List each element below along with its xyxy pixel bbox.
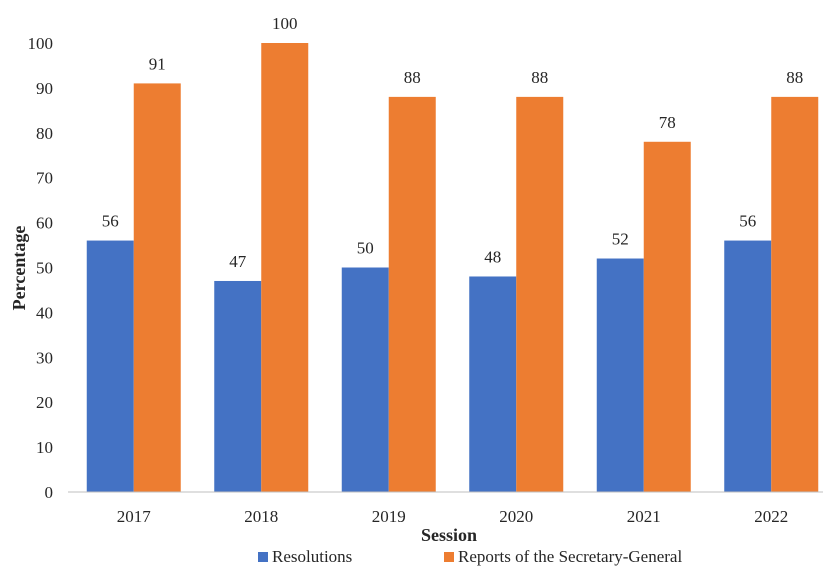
data-label: 52: [612, 230, 629, 249]
bar-reports-2021: [643, 141, 691, 492]
y-axis-ticks: 0 10 20 30 40 50 60 70 80 90 100: [28, 34, 54, 502]
bar-reports-2022: [771, 96, 819, 492]
bar-resolutions-2022: [724, 240, 772, 492]
y-tick-label: 40: [36, 303, 53, 322]
data-label: 56: [102, 212, 119, 231]
y-tick-label: 30: [36, 348, 53, 367]
bar-resolutions-2020: [469, 276, 517, 492]
bar-reports-2019: [388, 96, 436, 492]
data-label: 50: [357, 239, 374, 258]
legend-label: Resolutions: [272, 547, 352, 566]
y-tick-label: 100: [28, 34, 54, 53]
bar-reports-2020: [516, 96, 564, 492]
x-tick-label: 2021: [627, 507, 661, 526]
legend-swatch: [444, 552, 454, 562]
y-tick-label: 0: [45, 483, 54, 502]
x-tick-label: 2022: [754, 507, 788, 526]
x-tick-label: 2019: [372, 507, 406, 526]
x-tick-label: 2018: [244, 507, 278, 526]
y-tick-label: 60: [36, 214, 53, 233]
y-axis-label: Percentage: [9, 226, 29, 311]
y-tick-label: 80: [36, 124, 53, 143]
data-label: 88: [404, 68, 421, 87]
bar-resolutions-2017: [86, 240, 134, 492]
legend-swatch: [258, 552, 268, 562]
data-label: 47: [229, 252, 247, 271]
y-tick-label: 50: [36, 259, 53, 278]
data-label: 56: [739, 212, 756, 231]
bar-resolutions-2018: [214, 280, 262, 492]
x-axis-ticks: 2017 2018 2019 2020 2021 2022: [117, 507, 789, 526]
data-label: 88: [531, 68, 548, 87]
x-tick-label: 2017: [117, 507, 152, 526]
data-label: 48: [484, 247, 501, 266]
bars: [86, 43, 819, 492]
bar-resolutions-2019: [341, 267, 389, 492]
legend-label: Reports of the Secretary-General: [458, 547, 682, 566]
data-labels: 56 91 47 100 50 88 48 88 52 78 56 88: [102, 14, 804, 271]
x-tick-label: 2020: [499, 507, 533, 526]
bar-reports-2018: [261, 43, 309, 492]
y-tick-label: 70: [36, 169, 53, 188]
data-label: 78: [659, 113, 676, 132]
data-label: 100: [272, 14, 298, 33]
y-tick-label: 90: [36, 79, 53, 98]
legend: Resolutions Reports of the Secretary-Gene…: [258, 547, 682, 566]
bar-reports-2017: [133, 83, 181, 492]
y-tick-label: 20: [36, 393, 53, 412]
data-label: 88: [786, 68, 803, 87]
y-tick-label: 10: [36, 438, 53, 457]
data-label: 91: [149, 54, 166, 73]
x-axis-label: Session: [421, 525, 477, 545]
bar-resolutions-2021: [596, 258, 644, 492]
